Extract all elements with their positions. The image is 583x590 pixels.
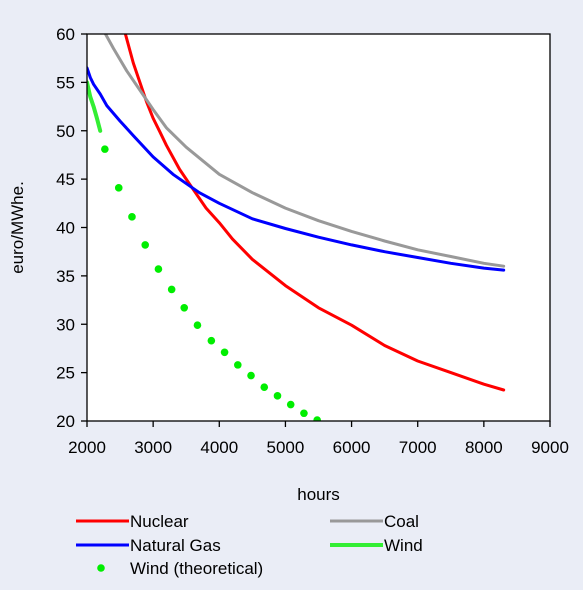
legend-item-nuclear: Nuclear [76, 512, 189, 531]
data-point-wind-theoretical [273, 392, 282, 400]
x-tick-label: 2000 [68, 438, 106, 457]
data-point-wind-theoretical [167, 285, 176, 294]
data-point-wind-theoretical [300, 409, 308, 418]
data-point-wind-theoretical [220, 348, 229, 357]
legend-swatch-wind-theoretical [97, 564, 105, 572]
data-point-wind-theoretical [101, 145, 109, 153]
x-tick-label: 6000 [333, 438, 371, 457]
series-layer [87, 34, 506, 421]
data-point-wind-theoretical [141, 241, 150, 249]
legend-label-coal: Coal [384, 512, 419, 531]
legend-item-coal: Coal [330, 512, 419, 531]
legend: Nuclear Coal Natural Gas Wind Wind (theoreti… [76, 512, 423, 578]
data-point-wind-theoretical [114, 184, 123, 192]
data-point-wind-theoretical [313, 416, 321, 421]
x-tick-label: 7000 [399, 438, 437, 457]
series-line-natural-gas [87, 66, 506, 272]
x-tick-label: 8000 [465, 438, 503, 457]
data-point-wind-theoretical [193, 321, 202, 330]
legend-item-natural-gas: Natural Gas [76, 536, 221, 555]
data-point-wind-theoretical [260, 383, 269, 391]
y-tick-label: 35 [56, 267, 75, 286]
x-tick-label: 3000 [134, 438, 172, 457]
y-axis-title: euro/MWhe. [8, 181, 27, 274]
data-point-wind-theoretical [234, 361, 242, 369]
y-tick-label: 45 [56, 170, 75, 189]
series-line-nuclear [123, 34, 506, 392]
data-point-wind-theoretical [207, 336, 216, 345]
x-axis-title: hours [297, 485, 340, 504]
axes-layer: 20 25 30 35 40 45 50 55 60 2000 3000 4000 5000 6000 70… [56, 25, 569, 457]
y-tick-label: 60 [56, 25, 75, 44]
series-line-coal [104, 34, 506, 268]
data-point-wind-theoretical [154, 265, 163, 273]
x-tick-label: 9000 [531, 438, 569, 457]
y-tick-label: 25 [56, 364, 75, 383]
plot-area [87, 34, 550, 421]
y-tick-label: 30 [56, 315, 75, 334]
legend-label-wind-theoretical: Wind (theoretical) [130, 559, 263, 578]
y-tick-label: 55 [56, 73, 75, 92]
x-tick-label: 5000 [267, 438, 305, 457]
legend-label-natural-gas: Natural Gas [130, 536, 221, 555]
data-point-wind-theoretical [286, 400, 295, 409]
y-tick-label: 20 [56, 412, 75, 431]
legend-item-wind-theoretical: Wind (theoretical) [97, 559, 263, 578]
data-point-wind-theoretical [128, 213, 136, 221]
data-point-wind-theoretical [180, 304, 189, 312]
legend-label-nuclear: Nuclear [130, 512, 189, 531]
legend-label-wind: Wind [384, 536, 423, 555]
x-tick-label: 4000 [200, 438, 238, 457]
y-tick-label: 50 [56, 122, 75, 141]
series-line-wind [87, 80, 103, 133]
y-tick-label: 40 [56, 219, 75, 238]
series-wind-theoretical [101, 145, 321, 421]
legend-item-wind: Wind [330, 536, 423, 555]
data-point-wind-theoretical [247, 371, 255, 380]
